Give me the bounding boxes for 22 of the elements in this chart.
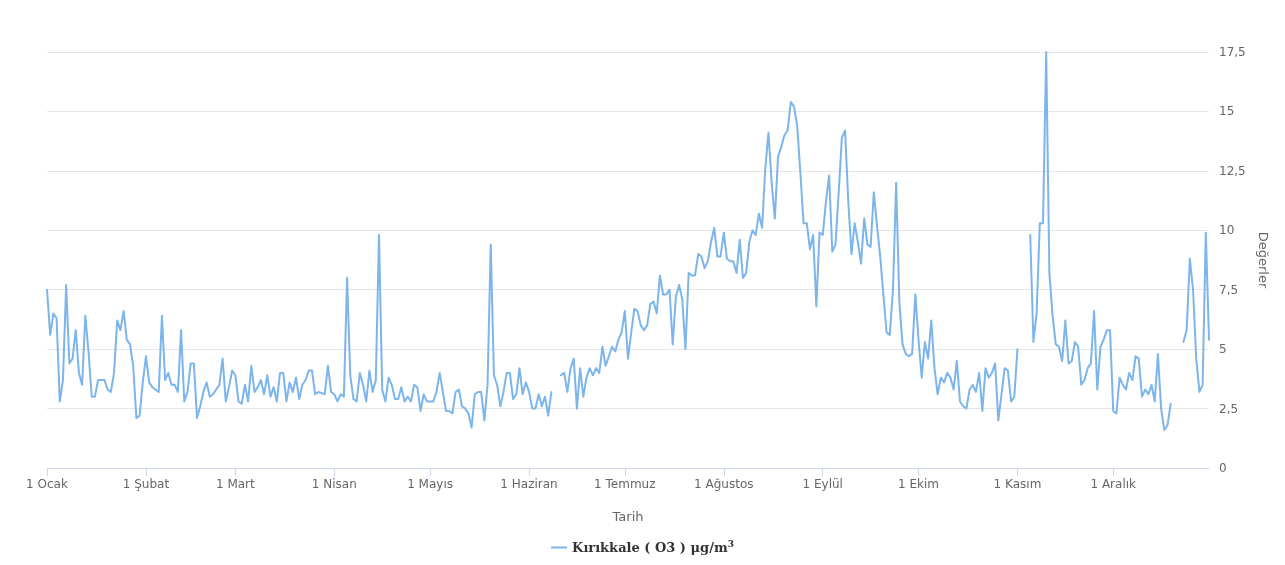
y-tick-label: 12,5	[1219, 163, 1246, 178]
x-tick-label: 1 Kasım	[993, 477, 1042, 491]
x-tick-label: 1 Eylül	[802, 477, 843, 491]
x-axis-title: Tarih	[611, 509, 644, 524]
x-tick-label: 1 Temmuz	[594, 477, 656, 491]
x-tick-label: 1 Mayıs	[407, 477, 453, 491]
x-tick-label: 1 Mart	[215, 477, 256, 491]
x-tick-label: 1 Şubat	[122, 477, 170, 491]
y-axis-title: Değerler	[1256, 231, 1271, 289]
x-tick-label: 1 Haziran	[500, 477, 558, 491]
y-tick-label: 2,5	[1219, 401, 1239, 416]
y-tick-label: 15	[1219, 104, 1235, 119]
y-tick-label: 0	[1219, 461, 1227, 475]
x-tick-label: 1 Ocak	[26, 477, 68, 491]
x-tick-label: 1 Nisan	[311, 477, 357, 491]
x-tick-label: 1 Ekim	[897, 477, 940, 491]
y-tick-label: 10	[1219, 223, 1235, 238]
x-tick-label: 1 Ağustos	[694, 477, 754, 491]
y-tick-label: 5	[1219, 342, 1227, 357]
y-tick-label: 7,5	[1219, 282, 1239, 297]
x-tick-label: 1 Aralık	[1090, 477, 1137, 491]
y-tick-label: 17,5	[1219, 45, 1246, 59]
